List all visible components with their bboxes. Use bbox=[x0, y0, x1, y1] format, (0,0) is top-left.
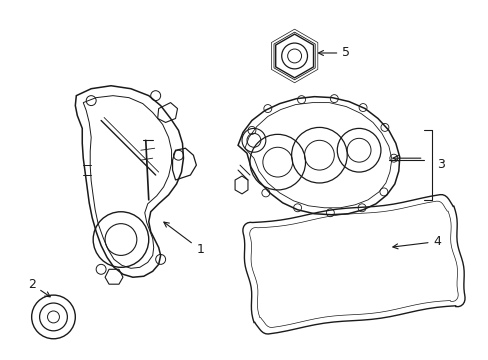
Text: 5: 5 bbox=[318, 46, 349, 59]
Text: 4: 4 bbox=[392, 235, 441, 249]
Text: 1: 1 bbox=[163, 222, 204, 256]
Text: 3: 3 bbox=[437, 158, 445, 171]
Text: 2: 2 bbox=[28, 278, 50, 297]
